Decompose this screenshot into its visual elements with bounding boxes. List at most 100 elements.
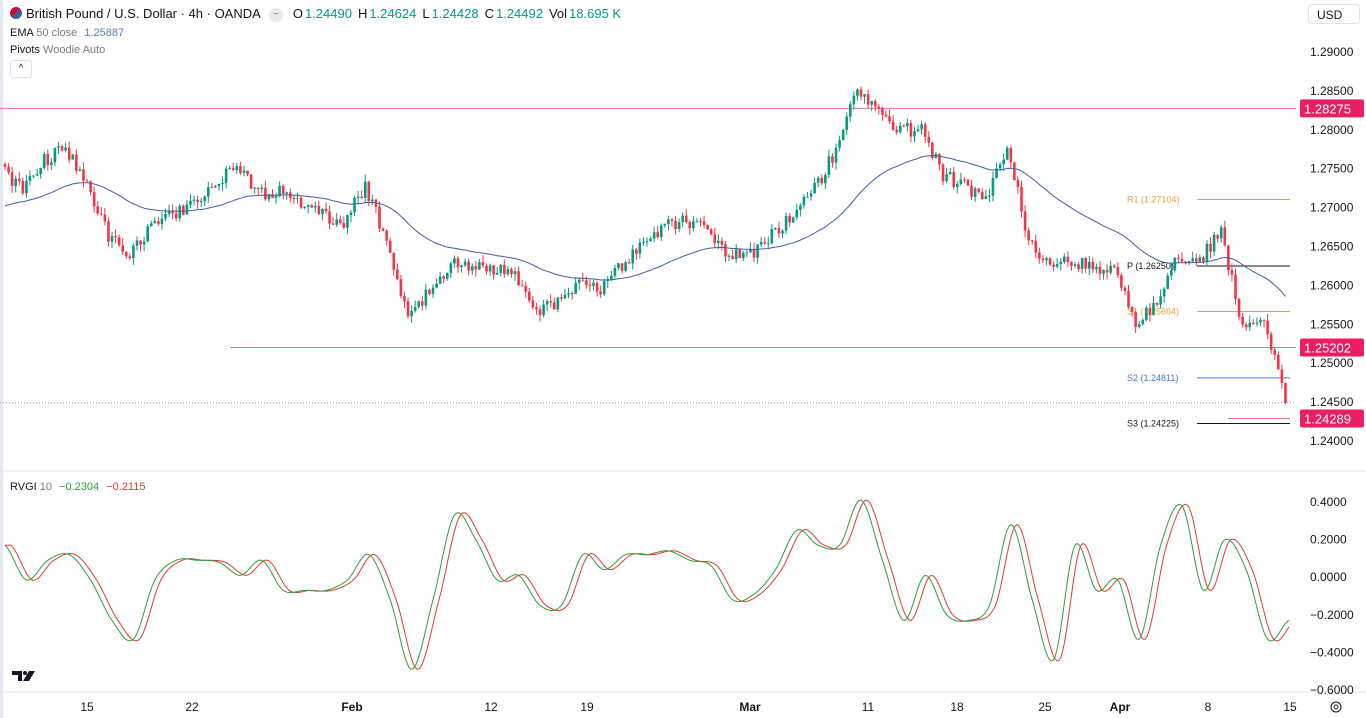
candle-body (32, 175, 35, 177)
candle-body (674, 220, 677, 229)
candle-body (1002, 159, 1005, 165)
candle-body (998, 164, 1002, 169)
candle-body (916, 129, 920, 132)
candle-body (485, 265, 488, 272)
collapse-legend-button[interactable]: ^ (10, 60, 32, 78)
candle-body (1237, 298, 1241, 317)
currency-button[interactable]: USD (1308, 4, 1360, 24)
candle-body (1184, 261, 1187, 263)
candle-body (770, 229, 774, 244)
candle-body (1127, 290, 1130, 308)
pivot-label-s3: S3 (1.24225) (1127, 418, 1179, 428)
candle-body (1059, 261, 1063, 265)
candle-body (520, 285, 524, 287)
candle-body (217, 183, 221, 187)
candle-body (727, 255, 731, 257)
candle-body (970, 185, 973, 197)
candle-body (756, 244, 759, 258)
candle-body (7, 166, 10, 173)
candle-body (10, 172, 14, 186)
rvgi-axis[interactable]: 0.4000 0.2000 0.0000 −0.2000 −0.4000 −0.6000 (1310, 495, 1354, 697)
pivots-legend[interactable]: Pivots Woodie Auto (10, 44, 105, 56)
candle-body (1187, 261, 1191, 263)
candle-body (677, 222, 681, 229)
time-tick: 15 (80, 700, 94, 714)
candle-body (631, 249, 635, 264)
candle-body (845, 116, 849, 130)
candle-body (745, 252, 749, 254)
hide-icon[interactable]: − (268, 8, 283, 22)
candle-body (235, 166, 239, 171)
candle-body (624, 262, 627, 271)
candle-body (1087, 262, 1091, 269)
candle-body (702, 221, 706, 225)
candle-body (149, 223, 153, 227)
rvgi-tick: −0.4000 (1310, 645, 1354, 659)
candle-body (977, 188, 980, 192)
candle-body (824, 174, 827, 184)
level-labels: 1.28275 1.25202 1.24289 (1300, 99, 1364, 428)
price-axis[interactable]: 1.29000 1.28500 1.28000 1.27500 1.27000 1.265… (1310, 45, 1354, 448)
candle-body (1266, 320, 1269, 335)
candle-body (1009, 147, 1013, 163)
candle-body (346, 215, 349, 228)
candle-body (888, 116, 891, 122)
candle-body (306, 205, 310, 207)
candle-body (299, 197, 303, 208)
candle-body (89, 181, 92, 193)
rvgi-tick: 0.4000 (1310, 495, 1347, 509)
candle-body (124, 251, 128, 257)
candle-body (481, 262, 485, 266)
candle-body (567, 293, 570, 295)
candle-body (449, 263, 453, 273)
candle-body (110, 236, 114, 242)
candle-body (827, 156, 831, 175)
candle-body (1180, 258, 1184, 262)
candle-body (53, 147, 57, 163)
candle-body (182, 205, 185, 215)
candle-body (656, 232, 659, 238)
time-tick: 11 (862, 700, 875, 714)
candle-body (392, 252, 396, 270)
rvgi-legend[interactable]: RVGI 10 −0.2304 −0.2115 (10, 481, 145, 493)
pivot-levels: R1 (1.27104)P (1.26250)S1 (1.25664)S2 (1… (1127, 195, 1290, 428)
candle-body (107, 221, 110, 242)
candle-body (278, 185, 281, 197)
candle-body (196, 199, 199, 203)
candle-body (256, 187, 260, 190)
candle-body (963, 179, 966, 181)
candle-body (1052, 264, 1055, 267)
candle-body (410, 310, 413, 317)
symbol-title[interactable]: British Pound / U.S. Dollar · 4h · OANDA (26, 6, 261, 21)
candle-body (1191, 258, 1194, 262)
candle-body (649, 238, 652, 242)
pivot-label-p: P (1.26250) (1127, 261, 1174, 271)
candle-body (1241, 316, 1244, 325)
candle-body (820, 177, 824, 184)
time-axis[interactable]: 15 22 Feb 12 19 Mar 11 18 25 Apr 8 15 (80, 700, 1297, 714)
candle-body (207, 187, 210, 197)
candle-body (681, 215, 684, 223)
symbol-legend: British Pound / U.S. Dollar · 4h · OANDA… (10, 6, 621, 22)
candle-body (528, 291, 531, 301)
ema-legend[interactable]: EMA 50 close 1.25887 (10, 27, 124, 39)
candle-body (385, 230, 388, 241)
candle-body (456, 258, 460, 268)
candle-body (96, 206, 100, 214)
level-label-box (1300, 99, 1364, 118)
price-tick: 1.26000 (1310, 278, 1354, 292)
candle-body (246, 170, 249, 175)
candle-body (1262, 320, 1266, 322)
open-value: 1.24490 (304, 6, 352, 21)
candle-body (381, 228, 385, 231)
candle-body (242, 170, 246, 173)
candle-body (189, 200, 192, 205)
tradingview-logo[interactable] (12, 671, 35, 681)
price-tick: 1.25500 (1310, 317, 1354, 331)
candle-body (588, 284, 592, 287)
settings-icon[interactable] (1330, 701, 1342, 713)
candle-body (314, 205, 317, 208)
candle-body (328, 211, 331, 224)
candle-body (506, 269, 510, 275)
